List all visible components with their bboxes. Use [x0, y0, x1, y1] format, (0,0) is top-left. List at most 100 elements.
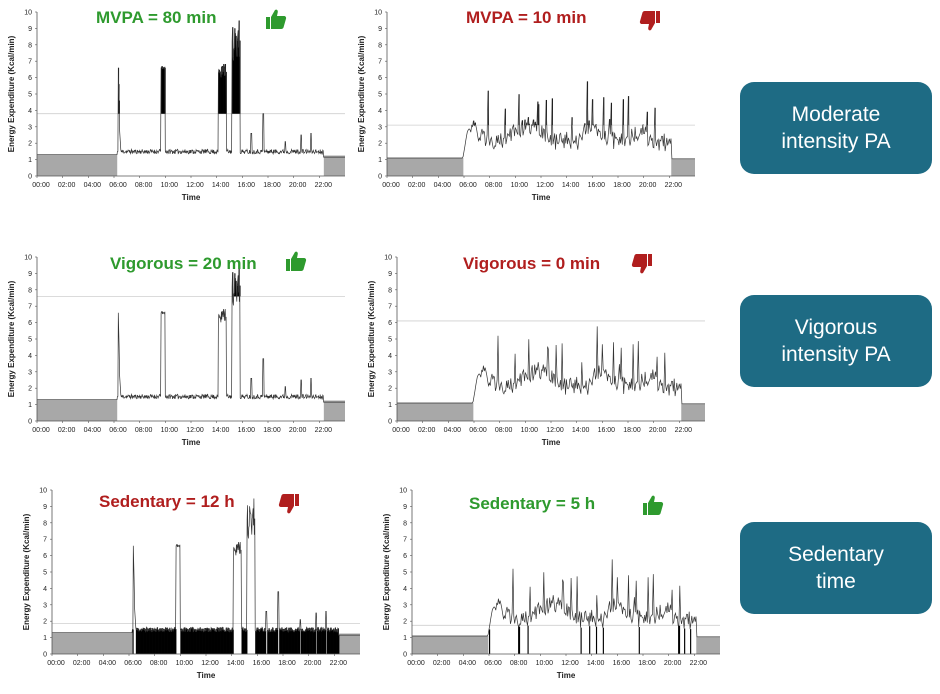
intensity-highlight — [237, 285, 238, 297]
sedentary-highlight — [190, 627, 192, 654]
chart-title: Sedentary = 5 h — [469, 494, 596, 513]
x-tick-label: 02:00 — [433, 660, 451, 667]
sedentary-highlight — [244, 630, 245, 654]
intensity-highlight — [238, 47, 240, 114]
sedentary-highlight — [189, 628, 191, 654]
intensity-highlight — [232, 41, 233, 114]
sedentary-highlight — [141, 629, 143, 654]
sedentary-highlight — [201, 630, 203, 654]
sedentary-highlight — [264, 627, 266, 654]
sedentary-highlight — [323, 629, 325, 654]
chart-svg: 0 1 2 3 4 5 6 7 8 9 10 00:00 02:00 04:00 06:00 08:00 10:… — [357, 10, 695, 202]
x-tick-label: 22:00 — [675, 427, 693, 434]
sedentary-highlight — [304, 631, 306, 654]
sedentary-highlight — [185, 629, 187, 654]
sedentary-highlight — [285, 628, 286, 654]
intensity-highlight — [235, 35, 237, 114]
x-tick-label: 18:00 — [638, 660, 656, 667]
sedentary-highlight — [279, 630, 281, 654]
sedentary-highlight — [313, 630, 315, 654]
y-tick-label: 6 — [43, 553, 47, 560]
x-tick-label: 20:00 — [639, 182, 657, 189]
sedentary-highlight — [322, 630, 324, 654]
sedentary-highlight — [320, 628, 322, 654]
sedentary-highlight — [288, 631, 289, 654]
sedentary-highlight — [207, 628, 209, 654]
sedentary-highlight — [595, 626, 598, 654]
sedentary-highlight — [261, 628, 262, 654]
sedentary-highlight — [223, 630, 224, 654]
energy-line — [397, 326, 705, 405]
x-tick-label: 18:00 — [263, 182, 281, 189]
sedentary-highlight — [156, 629, 158, 654]
sedentary-highlight — [304, 631, 306, 654]
sedentary-highlight — [213, 628, 215, 654]
intensity-highlight — [234, 28, 236, 114]
sedentary-highlight — [265, 631, 266, 654]
sedentary-highlight — [243, 630, 245, 654]
sedentary-highlight — [162, 631, 164, 654]
sedentary-highlight — [302, 628, 304, 654]
x-tick-label: 12:00 — [201, 660, 219, 667]
sedentary-highlight — [211, 628, 213, 654]
sedentary-highlight — [260, 629, 262, 654]
sedentary-highlight — [303, 630, 304, 654]
sedentary-highlight — [185, 627, 187, 654]
y-tick-label: 0 — [378, 174, 382, 181]
x-tick-label: 00:00 — [32, 427, 50, 434]
x-tick-label: 14:00 — [562, 182, 580, 189]
y-tick-label: 8 — [403, 520, 407, 527]
intensity-highlight — [222, 68, 224, 114]
sedentary-highlight — [270, 631, 271, 654]
y-axis-title: Energy Expenditure (Kcal/min) — [382, 513, 391, 630]
y-axis-title: Energy Expenditure (Kcal/min) — [367, 280, 376, 397]
x-tick-label: 20:00 — [664, 660, 682, 667]
sedentary-highlight — [140, 629, 142, 654]
sedentary-highlight — [167, 629, 169, 654]
sedentary-highlight — [158, 630, 160, 654]
sedentary-highlight — [291, 627, 292, 654]
sedentary-highlight — [287, 630, 289, 654]
sedentary-highlight — [215, 628, 217, 654]
sedentary-highlight — [160, 628, 162, 654]
sedentary-highlight — [259, 629, 260, 654]
y-tick-label: 2 — [28, 141, 32, 148]
intensity-highlight — [221, 66, 223, 114]
sedentary-highlight — [297, 628, 298, 654]
energy-line — [52, 498, 360, 636]
sedentary-highlight — [206, 630, 207, 654]
x-tick-label: 06:00 — [109, 427, 127, 434]
y-tick-label: 8 — [43, 520, 47, 527]
x-tick-label: 02:00 — [418, 427, 436, 434]
sedentary-highlight — [209, 631, 211, 654]
sedentary-highlight — [288, 627, 290, 654]
sedentary-highlight — [222, 627, 224, 654]
x-tick-label: 08:00 — [510, 660, 528, 667]
x-tick-label: 18:00 — [263, 427, 281, 434]
sedentary-highlight — [316, 629, 318, 654]
sedentary-highlight — [174, 627, 176, 654]
sedentary-highlight — [228, 631, 230, 654]
x-tick-label: 10:00 — [511, 182, 529, 189]
sedentary-highlight — [319, 630, 321, 654]
sedentary-block — [323, 400, 345, 421]
sedentary-highlight — [180, 630, 182, 654]
sedentary-highlight — [150, 627, 152, 654]
y-tick-label: 1 — [28, 157, 32, 164]
sedentary-highlight — [149, 629, 150, 654]
x-tick-label: 14:00 — [227, 660, 245, 667]
sedentary-highlight — [173, 631, 174, 654]
sedentary-highlight — [326, 627, 328, 654]
sedentary-highlight — [211, 628, 213, 654]
sedentary-highlight — [275, 629, 277, 654]
intensity-highlight — [237, 36, 239, 114]
y-axis-title: Energy Expenditure (Kcal/min) — [357, 35, 366, 152]
sedentary-highlight — [273, 630, 274, 654]
y-tick-label: 2 — [388, 386, 392, 393]
sedentary-highlight — [140, 630, 141, 654]
sedentary-highlight — [185, 631, 186, 654]
sedentary-highlight — [232, 629, 234, 654]
chart-title: MVPA = 80 min — [96, 8, 217, 27]
x-axis-title: Time — [557, 671, 576, 680]
x-tick-label: 10:00 — [521, 427, 539, 434]
